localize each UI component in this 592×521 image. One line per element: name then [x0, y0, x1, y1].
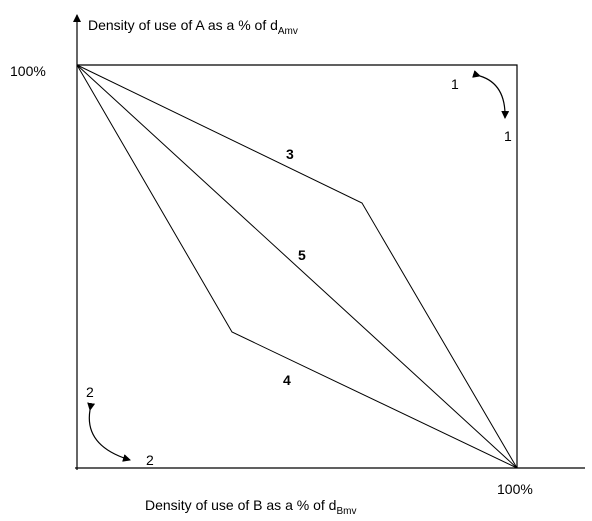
curve-3	[76, 64, 518, 469]
x-title-subscript: Bmv	[336, 506, 356, 517]
arrow-2	[87, 402, 131, 462]
x-axis-title: Density of use of B as a % of dBmv	[145, 497, 356, 517]
y-title-text: Density of use of A as a % of d	[88, 17, 278, 33]
curve-4	[76, 64, 518, 469]
curve-5	[76, 64, 518, 469]
y-end-label: 100%	[10, 63, 46, 79]
y-axis-title: Density of use of A as a % of dAmv	[88, 17, 298, 37]
arrow-label: 2	[146, 452, 154, 468]
y-title-subscript: Amv	[278, 26, 298, 37]
x-title-text: Density of use of B as a % of d	[145, 497, 336, 513]
x-end-label: 100%	[497, 481, 533, 497]
arrow-label: 1	[451, 76, 459, 92]
arrow-label: 1	[504, 128, 512, 144]
box	[77, 64, 518, 468]
line-label: 4	[283, 372, 291, 388]
arrow-label: 2	[86, 384, 94, 400]
line-label: 5	[298, 247, 306, 263]
arrow-1	[472, 70, 510, 119]
line-label: 3	[286, 146, 294, 162]
